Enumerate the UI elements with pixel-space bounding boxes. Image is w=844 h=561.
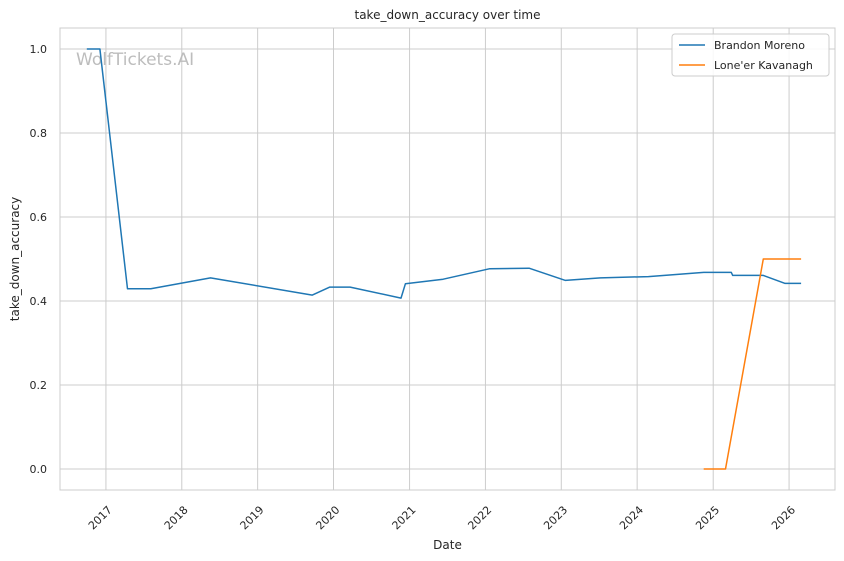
y-tick-label: 0.2 bbox=[30, 379, 48, 392]
watermark-text: WolfTickets.AI bbox=[76, 50, 194, 70]
series-line-0 bbox=[86, 48, 802, 299]
series-layer bbox=[86, 48, 802, 470]
series-line-1 bbox=[703, 258, 802, 470]
y-axis-label: take_down_accuracy bbox=[8, 197, 22, 321]
x-axis-label: Date bbox=[433, 538, 462, 552]
legend-label: Lone'er Kavanagh bbox=[714, 59, 813, 72]
legend-label: Brandon Moreno bbox=[714, 39, 805, 52]
y-tick-label: 0.4 bbox=[30, 295, 48, 308]
chart-title: take_down_accuracy over time bbox=[355, 8, 541, 22]
y-tick-label: 0.8 bbox=[30, 127, 48, 140]
y-tick-label: 0.0 bbox=[30, 463, 48, 476]
y-tick-label: 0.6 bbox=[30, 211, 48, 224]
plot-area-frame bbox=[59, 27, 836, 491]
tick-labels: 2017 2018 2019 2020 2021 2022 2023 2024 2025 2026… bbox=[30, 43, 799, 532]
legend-box bbox=[671, 33, 830, 77]
y-tick-label: 1.0 bbox=[30, 43, 48, 56]
legend: Brandon Moreno Lone'er Kavanagh bbox=[671, 33, 830, 77]
